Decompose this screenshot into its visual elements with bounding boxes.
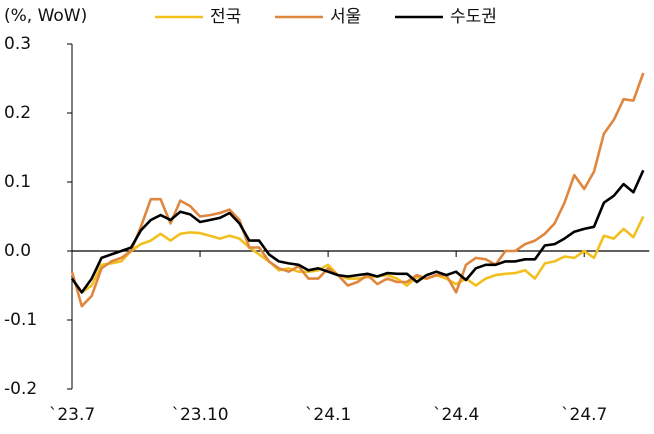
x-tick-label: `23.10 (171, 405, 228, 425)
series-line (70, 169, 645, 294)
series-line (70, 72, 645, 308)
series-line (70, 215, 645, 294)
y-tick-label: 0.2 (4, 103, 31, 123)
x-tick-label: `23.7 (49, 405, 95, 425)
y-axis-unit: (%, WoW) (4, 6, 87, 26)
y-tick-label: 0.1 (4, 172, 31, 192)
y-tick-label: 0.3 (4, 34, 31, 54)
legend-label: 서울 (330, 7, 361, 27)
legend-label: 수도권 (450, 7, 497, 27)
x-tick-label: `24.4 (433, 405, 479, 425)
y-tick-label: -0.1 (4, 310, 37, 330)
x-tick-label: `24.7 (561, 405, 607, 425)
x-tick-label: `24.1 (305, 405, 351, 425)
legend-label: 전국 (210, 7, 241, 27)
y-tick-label: -0.2 (4, 379, 37, 399)
y-tick-label: 0.0 (4, 241, 31, 261)
